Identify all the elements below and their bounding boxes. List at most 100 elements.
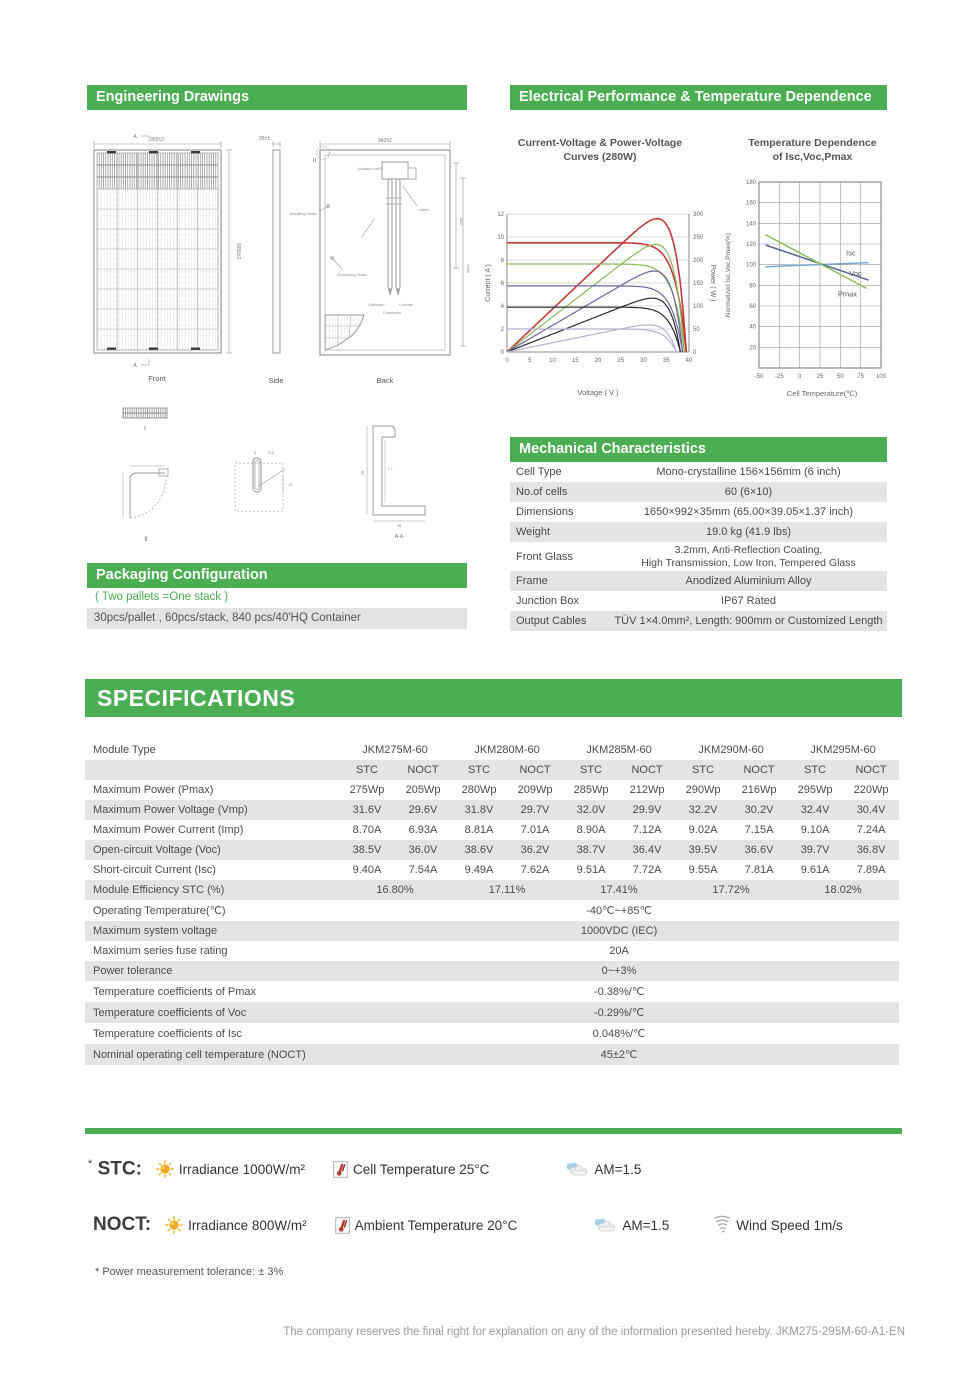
svg-text:300: 300 [693,212,704,218]
spec-cell [85,760,339,780]
svg-text:50: 50 [693,327,700,333]
power-tolerance-footnote: * Power measurement tolerance: ± 3% [95,1266,284,1278]
spec-cell: 7.62A [520,864,550,876]
mechanical-characteristics-table: Cell Type Mono-crystalline 156×156mm (6 i… [510,462,887,631]
spec-cell: Maximum system voltage [93,925,218,937]
spec-cell: 9.61A [800,864,830,876]
dim-14: 14 [288,482,293,487]
engineering-drawings: 992±2 1650±2 A A Front 35±1 Side [93,134,471,543]
svg-text:Isc: Isc [846,248,856,257]
spec-cell: JKM275M-60 [362,744,428,756]
grounding-holes-label: Grounding Holes [337,272,367,277]
sun-icon [155,1160,174,1179]
dim-5-5: 5.5 [268,450,274,455]
packaging-note: ( Two pallets =One stack ) [95,591,229,603]
svg-text:15: 15 [572,358,579,364]
mech-row-label: Junction Box [516,595,579,607]
spec-row: Module Efficiency STC (%) 16.80% 17.11% 17.… [85,880,900,900]
svg-text:0: 0 [798,374,802,380]
spec-row: Short-circuit Current (Isc) 9.40A 7.54A 9.4… [85,860,899,880]
spec-cell: Maximum Power (Pmax) [93,784,214,796]
svg-text:200: 200 [693,258,704,264]
spec-cell: STC [468,764,491,776]
svg-text:140: 140 [746,221,757,227]
mech-row-label: Output Cables [516,615,587,627]
spec-cell: 32.4V [800,804,830,816]
spec-cell: Short-circuit Current (Isc) [93,864,216,876]
svg-text:180: 180 [746,180,757,186]
mech-row-label: Cell Type [516,466,562,478]
spec-cell: 36.8V [856,844,886,856]
engineering-drawings-header: Engineering Drawings [87,85,467,110]
svg-text:75: 75 [857,374,864,380]
spec-cell: 7.12A [632,824,662,836]
spec-cell: -40℃~+85℃ [586,905,652,917]
stc-label: * STC: [88,1158,142,1180]
spec-cell: 31.6V [352,804,382,816]
back-view-label: Back [377,376,394,385]
dim-back-2: 1360 [466,264,471,274]
svg-text:Power ( W ): Power ( W ) [709,265,716,302]
front-view-label: Front [148,374,166,383]
spec-cell: Module Type [93,744,156,756]
spec-cell: 36.0V [408,844,438,856]
spec-cell: 290Wp [685,784,721,796]
svg-text:20: 20 [595,358,602,364]
spec-row: Maximum Power Current (Imp) 8.70A 6.93A 8.8… [85,820,899,840]
iv-curve [507,285,684,353]
dim-front-width: 992±2 [150,137,164,143]
spec-row: Temperature coefficients of Voc -0.29%/℃ [85,1002,900,1023]
side-view: 35±1 Side [259,136,284,385]
iv-power-voltage-chart: 0 2 4 6 8 10 12 0 50 100 150 200 250 300 0 5 10 15 20 25 30 3… [485,212,716,397]
noct-ambient-temp-item: Ambient Temperature 20°C [334,1216,517,1234]
spec-row: Temperature coefficients of Isc 0.048%/℃ [85,1023,899,1044]
mech-row: Front Glass 3.2mm, Anti-Reflection Coatin… [510,542,887,571]
spec-cell: 7.15A [744,824,774,836]
spec-cell: 16.80% [376,884,414,896]
spec-cell: NOCT [407,764,439,776]
spec-cell: 7.01A [520,824,550,836]
mech-row: No.of cells 60 (6×10) [510,482,887,502]
spec-cell: 30.4V [856,804,886,816]
svg-text:-25: -25 [775,374,784,380]
spec-cell: 38.6V [464,844,494,856]
detail-mark-i: I [144,426,146,432]
spec-cell: 9.40A [352,864,382,876]
spec-cell: 275Wp [349,784,385,796]
svg-text:40: 40 [686,358,693,364]
svg-text:10: 10 [549,358,556,364]
temperature-dependence-chart: 20 40 60 80 100 120 140 160 180 -50 -25 0 25 50 75 100 N… [725,180,887,398]
svg-text:Cell Temperature(℃): Cell Temperature(℃) [787,389,858,398]
spec-cell: 1000VDC (IEC) [580,925,658,937]
spec-cell: 30.2V [744,804,774,816]
spec-cell: Power tolerance [93,965,173,977]
dim-back-1: 990 [459,218,464,225]
mech-row-value: Mono-crystalline 156×156mm (6 inch) [656,465,841,478]
spec-cell: NOCT [743,764,775,776]
spec-cell: 8.81A [464,824,494,836]
noct-am-item: AM=1.5 [591,1217,669,1233]
spec-cell: 20A [609,945,629,957]
svg-text:Pmax: Pmax [838,290,857,299]
spec-cell: 7.72A [632,864,662,876]
stc-asterisk: * [88,1158,93,1170]
iv-curve [507,241,688,353]
svg-text:0: 0 [693,350,697,356]
spec-cell: 205Wp [405,784,441,796]
svg-text:35: 35 [663,358,670,364]
svg-text:2: 2 [501,327,505,333]
mech-row-label: No.of cells [516,486,568,498]
thermometer-icon [334,1216,350,1234]
spec-cell: STC [356,764,378,776]
spec-cell: STC [692,764,715,776]
spec-cell: 9.49A [464,864,494,876]
iv-curve [507,328,677,353]
section-mark-ii: II [313,158,317,164]
svg-text:120: 120 [746,242,757,248]
spec-cell: Temperature coefficients of Isc [93,1027,242,1040]
spec-cell: 29.7V [520,804,550,816]
spec-row: Temperature coefficients of Pmax -0.38%/℃ [85,981,899,1002]
spec-cell: 6.93A [408,824,438,836]
dim-frame-7-7: 7.7 [387,466,393,471]
